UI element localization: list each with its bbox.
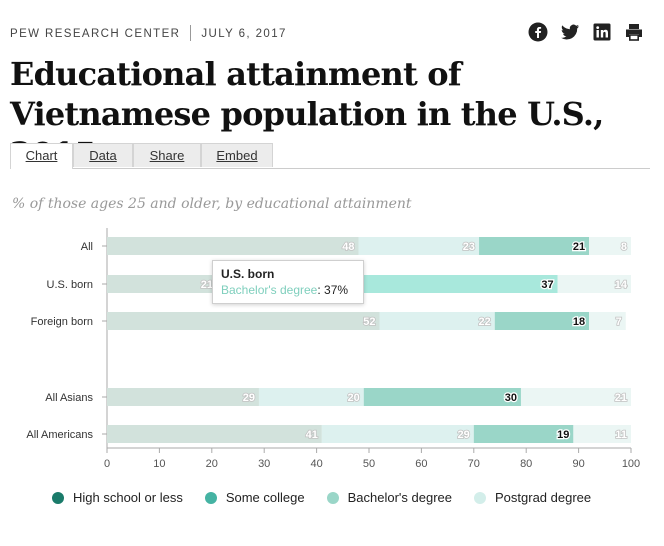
facebook-icon[interactable] — [528, 22, 548, 42]
linkedin-icon[interactable] — [592, 22, 612, 42]
bar-segment — [107, 237, 359, 255]
x-tick-label: 80 — [520, 458, 532, 470]
bar-segment — [107, 275, 218, 293]
bar-segment — [589, 312, 626, 330]
category-label: All Americans — [26, 429, 93, 441]
data-label: 8 — [621, 241, 627, 253]
x-tick-label: 70 — [468, 458, 480, 470]
x-tick-label: 0 — [104, 458, 110, 470]
source-name: PEW RESEARCH CENTER — [10, 28, 181, 41]
bar-segment — [321, 425, 474, 443]
bar-segment — [520, 388, 631, 406]
bar-segment — [379, 312, 495, 330]
data-label: 14 — [615, 279, 628, 291]
bar-segment — [358, 237, 480, 255]
bar-segment — [557, 275, 631, 293]
category-label: All Asians — [45, 392, 93, 404]
x-tick-label: 40 — [310, 458, 322, 470]
data-label: 21 — [615, 392, 627, 404]
bar-segment — [258, 388, 364, 406]
tooltip: U.S. born Bachelor's degree: 37% — [212, 260, 364, 304]
twitter-icon[interactable] — [560, 22, 580, 42]
data-label: 7 — [616, 316, 622, 328]
bar-segment — [589, 237, 631, 255]
bar-segment — [494, 312, 590, 330]
data-label: 52 — [363, 316, 375, 328]
legend-label: Some college — [225, 490, 305, 505]
data-label: 48 — [342, 241, 354, 253]
tab-bar: Chart Data Share Embed — [10, 143, 650, 169]
data-label: 11 — [615, 429, 627, 441]
bar-segment — [107, 388, 259, 406]
x-tick-label: 30 — [258, 458, 270, 470]
bar-segment — [107, 425, 322, 443]
tab-share[interactable]: Share — [133, 143, 201, 167]
header-bar: PEW RESEARCH CENTER JULY 6, 2017 — [10, 22, 650, 46]
chart-subtitle: % of those ages 25 and older, by educati… — [12, 196, 412, 212]
tab-chart[interactable]: Chart — [10, 143, 73, 169]
data-label: 29 — [243, 392, 255, 404]
legend-swatch — [474, 491, 486, 504]
share-icons — [528, 22, 644, 42]
x-tick-label: 100 — [622, 458, 640, 470]
data-label: 23 — [463, 241, 475, 253]
x-tick-label: 90 — [572, 458, 584, 470]
stacked-bar-chart: 0 10 20 30 40 50 60 70 80 90 100 All 48 23 21 8 U.S. bor… — [26, 228, 640, 470]
data-label: 29 — [458, 429, 470, 441]
x-tick-label: 10 — [153, 458, 165, 470]
data-label: 30 — [505, 392, 517, 404]
legend-item[interactable]: Bachelor's degree — [326, 490, 452, 505]
tooltip-label: Bachelor's degree — [221, 283, 318, 297]
tooltip-title: U.S. born — [221, 267, 275, 281]
tab-embed[interactable]: Embed — [201, 143, 273, 167]
data-label: 21 — [201, 279, 213, 291]
tab-data[interactable]: Data — [73, 143, 133, 167]
legend: High school or less Some college Bachelor'… — [52, 490, 613, 505]
legend-item[interactable]: Postgrad degree — [474, 490, 591, 505]
data-label: 22 — [479, 316, 491, 328]
data-label: 21 — [573, 241, 585, 253]
bar-segment — [107, 312, 380, 330]
tooltip-value: 37% — [324, 283, 349, 297]
legend-item[interactable]: High school or less — [52, 490, 183, 505]
bar-segment — [363, 388, 521, 406]
legend-swatch — [326, 491, 339, 504]
data-label: 18 — [573, 316, 585, 328]
category-label: Foreign born — [31, 316, 93, 328]
data-label: 41 — [306, 429, 318, 441]
publish-date: JULY 6, 2017 — [201, 28, 287, 41]
bar-segment — [473, 425, 574, 443]
data-label: 19 — [557, 429, 569, 441]
legend-item[interactable]: Some college — [204, 490, 305, 505]
data-label: 20 — [348, 392, 360, 404]
x-tick-label: 60 — [415, 458, 427, 470]
category-label: U.S. born — [47, 279, 93, 291]
legend-label: Postgrad degree — [495, 490, 592, 505]
legend-swatch — [52, 491, 64, 504]
legend-label: High school or less — [73, 490, 183, 505]
legend-swatch — [204, 491, 217, 504]
data-label: 37 — [541, 279, 553, 291]
tooltip-line: Bachelor's degree: 37% — [221, 283, 349, 297]
bar-segment — [363, 275, 558, 293]
legend-label: Bachelor's degree — [347, 490, 452, 505]
print-icon[interactable] — [624, 22, 644, 42]
separator — [190, 25, 192, 41]
x-tick-label: 20 — [206, 458, 218, 470]
x-tick-label: 50 — [363, 458, 375, 470]
bar-segment — [573, 425, 631, 443]
category-label: All — [81, 241, 93, 253]
bar-segment — [479, 237, 590, 255]
source-line: PEW RESEARCH CENTER JULY 6, 2017 — [10, 25, 287, 42]
